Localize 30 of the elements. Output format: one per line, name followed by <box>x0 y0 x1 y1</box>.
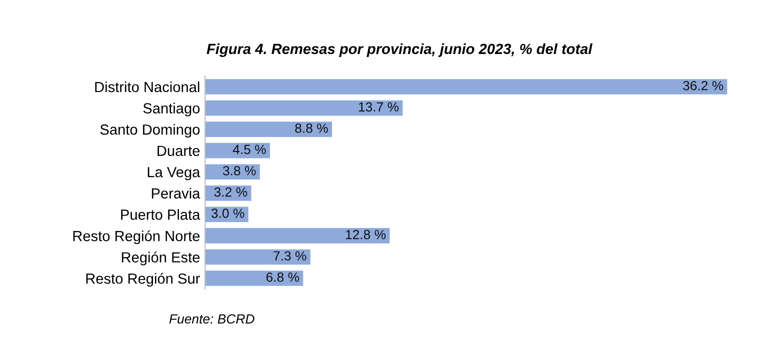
chart-title: Figura 4. Remesas por provincia, junio 2023, % del total <box>206 43 593 57</box>
bar <box>205 164 260 180</box>
y-tick-label: Duarte <box>158 146 200 156</box>
bar <box>205 79 728 94</box>
data-label: 13.7 % <box>358 102 399 112</box>
data-label: 4.5 % <box>232 144 266 154</box>
data-label: 3.0 % <box>211 208 244 218</box>
y-tick-label: La Vega <box>148 167 200 180</box>
data-label: 3.2 % <box>214 187 248 197</box>
y-tick-label: Resto Región Norte <box>73 230 200 244</box>
y-tick-label: Región Este <box>122 252 200 266</box>
data-label: 3.8 % <box>222 166 256 176</box>
bar <box>205 270 304 286</box>
y-tick-label: Peravia <box>152 188 200 199</box>
bar <box>205 100 403 116</box>
y-tick-label: Santiago <box>143 102 200 116</box>
data-label: 36.2 % <box>683 80 724 90</box>
y-tick-label: Santo Domingo <box>100 124 200 138</box>
data-label: 12.8 % <box>346 230 386 240</box>
bar <box>205 249 310 265</box>
data-label: 8.8 % <box>295 124 328 133</box>
bar <box>205 142 270 158</box>
source-note: Fuente: BCRD <box>169 314 254 324</box>
bar <box>205 228 390 244</box>
data-label: 7.3 % <box>274 251 306 261</box>
y-tick-label: Puerto Plata <box>121 209 200 220</box>
y-tick-label: Resto Región Sur <box>86 272 200 287</box>
bar <box>205 122 332 137</box>
data-label: 6.8 % <box>266 272 300 282</box>
y-tick-label: Distrito Nacional <box>95 81 200 92</box>
